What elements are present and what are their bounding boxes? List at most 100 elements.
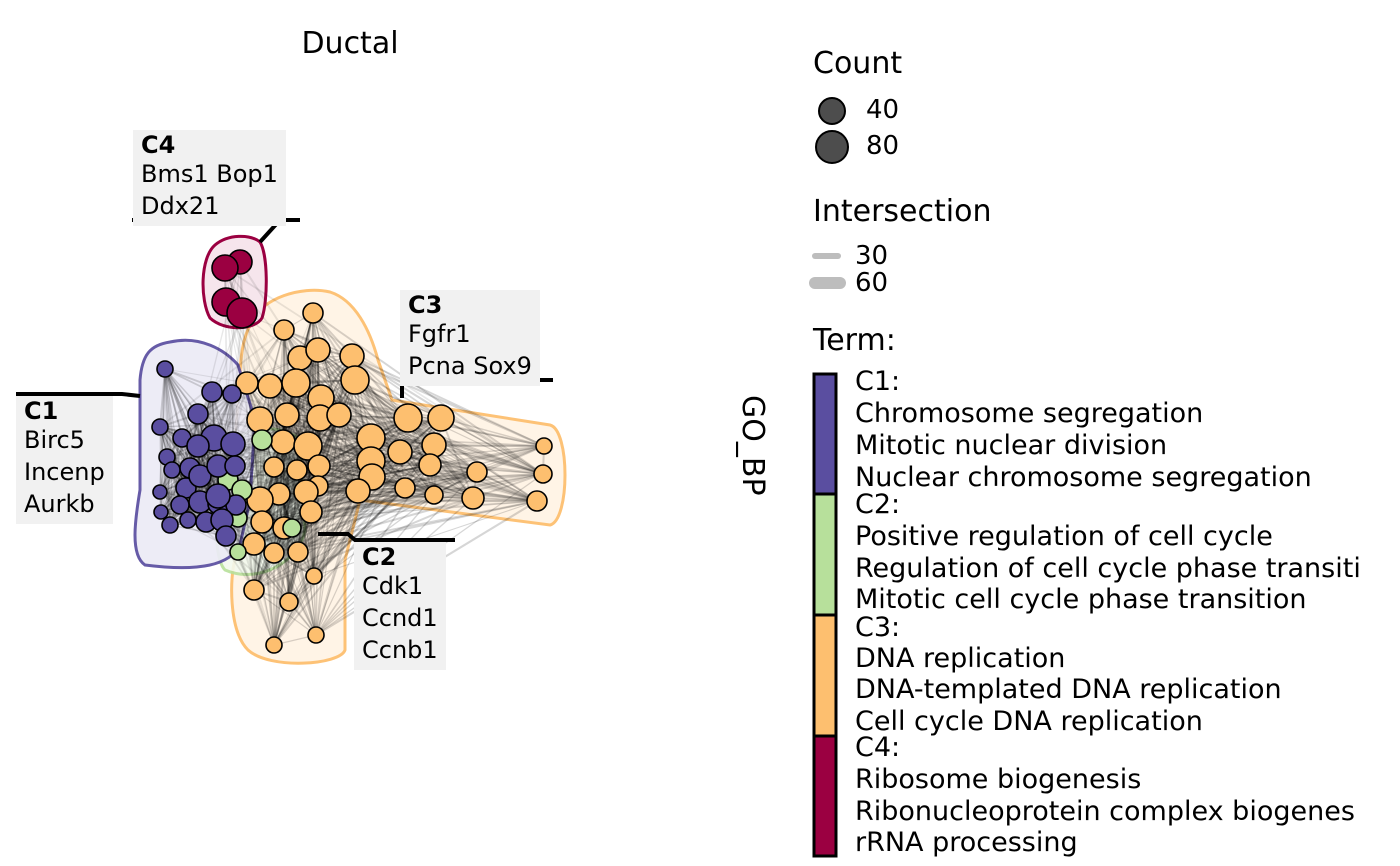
network-edge	[297, 551, 317, 636]
network-edge	[476, 445, 545, 473]
network-edge	[354, 379, 431, 466]
network-edge	[296, 445, 545, 471]
network-edge	[354, 379, 442, 419]
network-node	[270, 429, 296, 455]
network-edge	[440, 417, 474, 499]
network-node	[533, 464, 553, 484]
network-edge	[429, 464, 538, 502]
network-edge	[253, 473, 544, 545]
term-color-c4	[812, 734, 838, 858]
network-node	[211, 254, 239, 282]
network-edge	[261, 471, 478, 523]
network-edge	[288, 490, 359, 603]
network-node	[187, 403, 209, 425]
network-edge	[273, 471, 478, 554]
network-edge	[320, 396, 409, 420]
network-edge	[288, 487, 406, 603]
network-edge	[370, 460, 474, 499]
network-node	[279, 592, 299, 612]
network-edge	[305, 491, 538, 502]
network-edge	[476, 471, 538, 502]
network-node	[250, 510, 274, 534]
count-key-80	[815, 130, 849, 164]
network-edge	[160, 445, 199, 513]
network-edge	[299, 357, 372, 439]
network-edge	[297, 487, 406, 553]
count-key-40	[818, 97, 846, 125]
network-edge	[221, 500, 538, 521]
network-edge	[253, 491, 307, 591]
count-legend-label-80: 80	[866, 131, 900, 161]
network-edge	[295, 382, 359, 492]
network-node	[263, 542, 285, 564]
term-c3-1: DNA replication	[855, 643, 1066, 674]
term-legend-colorbar	[812, 372, 838, 858]
network-node	[186, 434, 210, 458]
network-edge	[283, 527, 290, 603]
network-node	[220, 431, 246, 457]
network-edge	[317, 349, 431, 466]
network-node	[282, 518, 302, 538]
network-nodes	[151, 249, 553, 654]
network-edge	[433, 494, 538, 502]
term-c2-3: Mitotic cell cycle phase transition	[855, 584, 1307, 615]
network-edge	[433, 444, 544, 475]
network-edge	[317, 349, 435, 496]
intersection-legend-label-60: 60	[855, 268, 889, 298]
network-node	[229, 543, 247, 561]
network-edge	[295, 382, 544, 475]
network-edge	[185, 329, 285, 489]
term-c3-3: Cell cycle DNA replication	[855, 706, 1203, 737]
network-node	[163, 461, 181, 479]
network-edge	[313, 487, 406, 577]
network-edge	[237, 511, 312, 519]
leader-line-c2	[318, 532, 455, 542]
network-edge	[159, 368, 166, 428]
network-node	[215, 525, 237, 547]
network-edge	[305, 491, 474, 499]
network-edge	[433, 444, 545, 447]
network-edge	[440, 417, 545, 447]
term-c4-2: Ribonucleoprotein complex biogenes	[855, 796, 1355, 827]
network-node	[427, 404, 455, 432]
cluster-label-c4: C4 Bms1 Bop1 Ddx21	[133, 130, 286, 226]
network-node	[305, 567, 323, 585]
network-node	[424, 485, 444, 505]
term-legend-text: C1: Chromosome segregation Mitotic nucle…	[855, 366, 1400, 866]
network-edge	[433, 473, 544, 496]
count-legend-label-40: 40	[866, 95, 900, 125]
network-node	[286, 459, 308, 481]
term-c1-3: Nuclear chromosome segregation	[855, 462, 1312, 493]
network-edge	[354, 379, 474, 499]
network-edge	[273, 496, 474, 555]
network-edge	[354, 379, 435, 496]
term-legend-title: Term:	[813, 323, 896, 358]
term-c4-1: Ribosome biogenesis	[855, 764, 1142, 795]
network-edge	[314, 490, 360, 636]
network-edge	[159, 426, 171, 526]
network-node	[151, 418, 169, 436]
network-edge	[164, 368, 191, 469]
network-edge	[261, 521, 317, 636]
network-node	[246, 406, 274, 434]
cluster-label-c2: C2 Cdk1 Ccnd1 Ccnb1	[354, 542, 446, 670]
network-node	[305, 337, 331, 363]
network-edge	[318, 465, 538, 502]
network-edge	[283, 460, 372, 529]
term-color-c2	[812, 492, 838, 617]
network-edge	[164, 368, 171, 526]
network-node	[393, 403, 423, 433]
network-node	[273, 319, 295, 341]
intersection-legend-keys	[809, 253, 846, 289]
network-node	[226, 297, 258, 329]
network-edge	[272, 382, 298, 646]
network-edge	[246, 382, 538, 502]
network-node	[265, 636, 283, 654]
network-node	[299, 500, 323, 524]
network-edge	[197, 413, 263, 441]
network-node	[302, 302, 324, 324]
network-node	[274, 402, 300, 428]
term-c1-2: Mitotic nuclear division	[855, 430, 1168, 461]
term-color-c3	[812, 613, 838, 738]
network-plot	[16, 218, 567, 665]
